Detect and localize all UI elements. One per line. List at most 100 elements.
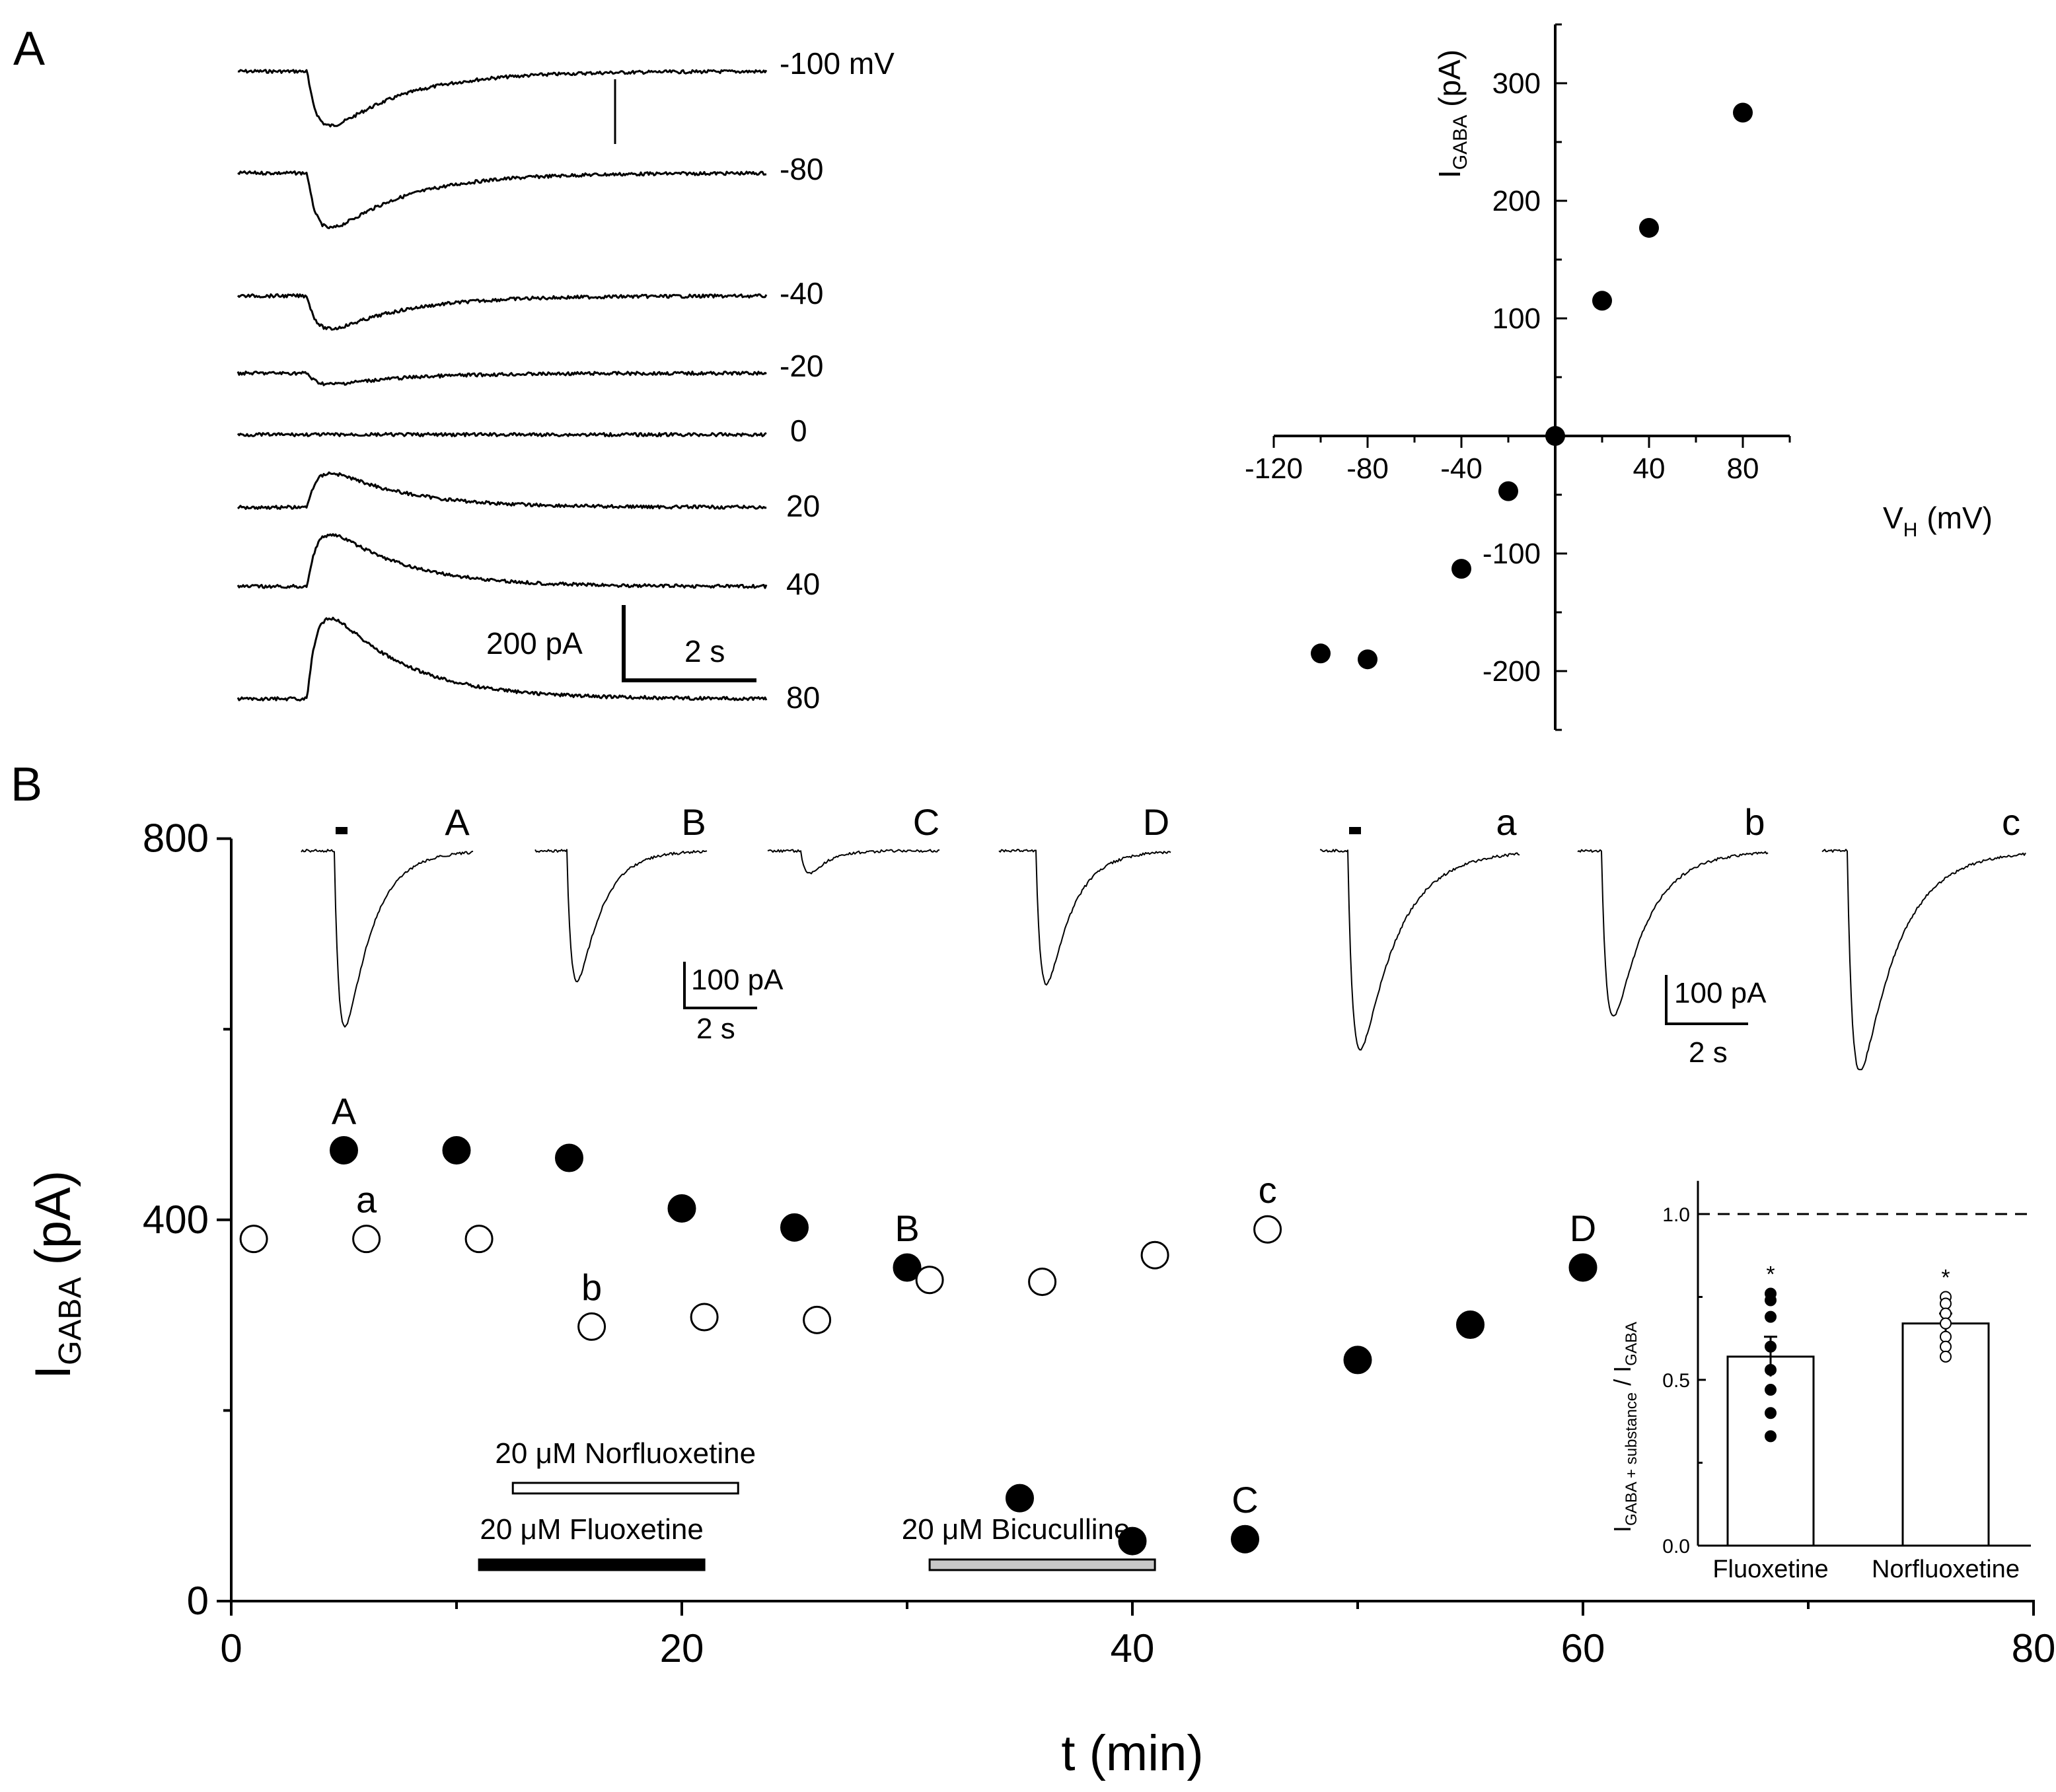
time-point-filled [442, 1135, 471, 1165]
iv-y-tick-label: 200 [1492, 185, 1541, 217]
iv-xlabel-sub: H [1903, 519, 1918, 541]
time-point-filled [1006, 1484, 1034, 1513]
example-trace-D [998, 849, 1171, 986]
time-point-filled [330, 1135, 358, 1165]
time-point-filled [667, 1194, 696, 1223]
trace-label-80: 80 [786, 680, 820, 715]
scale-bar-b-right-current: 100 pA [1674, 977, 1767, 1009]
time-data-points [239, 1135, 1597, 1556]
inset-significance-mark: * [1941, 1266, 1950, 1291]
time-point-filled [555, 1143, 583, 1172]
inset-individual-point [1940, 1340, 1952, 1353]
inset-bars: * Fluoxetine * Norfluoxetine [1712, 1262, 2020, 1583]
scale-bar-panel-a: 200 pA 2 s [486, 605, 756, 682]
iv-x-tick-label: 40 [1633, 452, 1666, 485]
iv-y-tick-label: 300 [1492, 67, 1541, 100]
application-bar [511, 1482, 739, 1495]
iv-point [1451, 559, 1471, 579]
time-point-open [690, 1303, 719, 1332]
time-x-tick-label: 40 [1111, 1626, 1155, 1670]
iv-x-tick-label: -40 [1440, 452, 1483, 485]
inset-ylabel-sub: GABA + substance [1623, 1392, 1640, 1526]
time-y-tick-label: 400 [143, 1198, 209, 1242]
iv-data-points [1311, 102, 1753, 670]
time-point-filled [780, 1213, 809, 1242]
inset-individual-point [1765, 1310, 1777, 1323]
time-point-open [464, 1225, 494, 1254]
time-point-label: c [1259, 1169, 1277, 1211]
trace-5 [237, 471, 767, 510]
trace-label-40: 40 [786, 567, 820, 601]
example-trace-label: c [2002, 801, 2020, 843]
inset-category-label: Fluoxetine [1712, 1556, 1828, 1583]
inset-individual-point [1940, 1297, 1952, 1310]
time-axes [217, 837, 2035, 1616]
iv-y-axis-label: IGABA (pA) [1432, 50, 1471, 178]
time-point-open [577, 1312, 606, 1341]
iv-point [1498, 481, 1518, 501]
inset-tick-labels: 0.0 0.5 1.0 [1662, 1204, 1690, 1558]
time-point-labels: A B C Da b c [332, 1090, 1596, 1521]
iv-axes [1272, 23, 1791, 731]
panel-a-label: A [13, 22, 45, 75]
example-trace-label: A [445, 801, 470, 843]
time-point-label: a [356, 1179, 377, 1221]
example-trace-label: b [1744, 801, 1765, 843]
time-ylabel-main: I [25, 1365, 81, 1379]
time-y-tick-label: 0 [187, 1579, 209, 1623]
gaba-application-marker [336, 827, 348, 834]
iv-x-tick-label: -120 [1245, 452, 1303, 485]
iv-x-tick-label: -80 [1346, 452, 1389, 485]
iv-y-tick-label: -100 [1483, 538, 1541, 570]
trace-2 [237, 293, 768, 331]
trace-label-neg100: -100 mV [780, 46, 895, 81]
iv-point [1545, 426, 1565, 446]
iv-point [1639, 217, 1659, 238]
time-y-tick-label: 800 [143, 816, 209, 861]
scale-bar-lines [622, 605, 756, 682]
inset-y-axis-label: IGABA + substance / IGABA [1609, 1322, 1640, 1532]
time-ylabel-unit: (pA) [25, 1170, 81, 1266]
time-point-label: B [895, 1207, 919, 1249]
iv-ylabel-unit: (pA) [1432, 50, 1467, 107]
example-trace-c [1821, 849, 2026, 1071]
inset-ylabel-sep: / I [1609, 1366, 1636, 1386]
time-point-filled [1456, 1310, 1485, 1340]
iv-x-tick-label: 80 [1727, 452, 1759, 485]
iv-tick-labels: -120 -80 -40 40 80 -200 -100 100 200 300 [1245, 67, 1759, 688]
time-point-label: C [1231, 1479, 1258, 1521]
trace-label-neg20: -20 [780, 349, 823, 383]
application-bar [928, 1558, 1156, 1571]
inset-y-tick-label: 1.0 [1662, 1204, 1690, 1226]
inset-y-tick-label: 0.0 [1662, 1536, 1690, 1558]
scale-bar-b-left-time: 2 s [696, 1013, 735, 1045]
example-trace-A [301, 849, 474, 1028]
example-trace-label: C [913, 801, 939, 843]
application-bars: 20 μM Norfluoxetine 20 μM Fluoxetine 20 μM… [478, 1437, 1156, 1571]
iv-xlabel-main: V [1883, 501, 1903, 535]
time-y-axis-label: IGABA (pA) [25, 1170, 88, 1379]
time-point-open [1253, 1215, 1282, 1244]
inset-individual-point [1940, 1307, 1952, 1320]
example-trace-a [1319, 849, 1520, 1051]
inset-individual-point [1940, 1350, 1952, 1363]
trace-label-neg80: -80 [780, 152, 823, 186]
example-trace-label: D [1143, 801, 1169, 843]
inset-significance-mark: * [1766, 1262, 1775, 1287]
inset-bar-chart: 0.00.51.0 *Fluoxetine*Norfluoxetine IGAB… [1609, 1180, 2031, 1583]
iv-point [1311, 643, 1331, 664]
scale-bar-time-label: 2 s [684, 634, 725, 668]
iv-ylabel-main: I [1432, 170, 1467, 178]
trace-label-0: 0 [790, 413, 807, 448]
inset-individual-point [1765, 1340, 1777, 1353]
gaba-application-marker [1349, 827, 1361, 834]
inset-individual-point [1765, 1430, 1777, 1443]
inset-ylabel-sub2: GABA [1623, 1322, 1640, 1366]
time-x-axis-label: t (min) [1061, 1725, 1203, 1781]
time-point-filled [1568, 1253, 1597, 1282]
application-bar-label: 20 μM Norfluoxetine [495, 1437, 756, 1470]
